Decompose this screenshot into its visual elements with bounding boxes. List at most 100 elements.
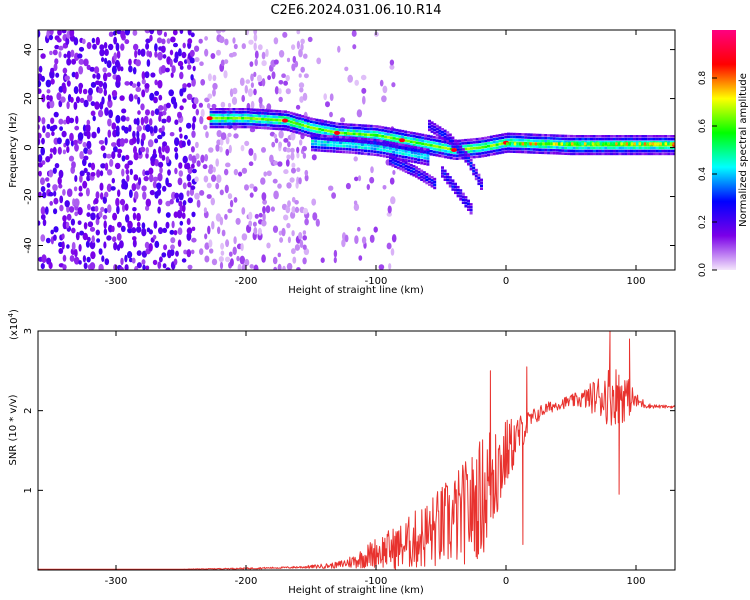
heat-cell-2378	[379, 139, 383, 143]
heat-cell-1955	[558, 149, 562, 152]
heat-cell-942	[283, 214, 289, 221]
heat-cell-997	[299, 239, 304, 248]
heat-cell-30	[40, 75, 46, 82]
heat-cell-2370	[376, 144, 380, 148]
heat-cell-968	[291, 230, 295, 237]
heat-cell-629	[178, 162, 183, 169]
heat-cell-2427	[407, 159, 411, 163]
heat-cell-736	[207, 225, 211, 235]
heat-cell-2519	[420, 172, 424, 176]
heat-cell-2126	[627, 140, 631, 144]
heat-cell-1692	[449, 145, 453, 148]
heat-cell-720	[198, 38, 203, 44]
heat-cell-1063	[357, 226, 361, 232]
heat-cell-2682	[511, 142, 514, 146]
heat-cell-275	[100, 206, 105, 213]
heat-cell-1442	[346, 123, 350, 126]
heat-cell-1773	[484, 151, 488, 154]
heat-cell-1587	[406, 136, 410, 140]
heat-cell-2577	[451, 145, 455, 148]
heat-cell-548	[157, 79, 163, 89]
heat-cell-1988	[570, 134, 573, 138]
heat-cell-1211	[252, 108, 256, 112]
heat-cell-769	[220, 242, 225, 250]
heat-cell-1648	[432, 147, 436, 151]
heat-cell-916	[272, 256, 278, 265]
heat-cell-960	[287, 141, 291, 148]
heat-cell-112	[62, 149, 66, 155]
heat-cell-1291	[286, 122, 290, 126]
heat-cell-1778	[484, 136, 488, 140]
heat-cell-1784	[487, 139, 490, 142]
heat-cell-206	[82, 158, 87, 167]
heat-cell-2664	[464, 196, 468, 199]
heat-cell-838	[244, 184, 249, 191]
heat-cell-1689	[449, 153, 453, 157]
heat-cell-1868	[521, 136, 525, 139]
heat-cell-1750	[472, 138, 476, 141]
heat-cell-1112	[212, 111, 216, 114]
heat-cell-2157	[641, 152, 645, 156]
heat-cell-2311	[345, 139, 349, 142]
heat-cell-2435	[410, 154, 414, 157]
heat-cell-726	[203, 175, 209, 183]
heat-cell-1732	[467, 150, 470, 153]
heat-cell-2441	[414, 154, 417, 158]
heat-cell-309	[106, 235, 112, 241]
heat-cell-2058	[598, 135, 602, 138]
heat-cell-2446	[417, 158, 421, 161]
heat-cell-1681	[447, 156, 450, 159]
heat-cell-1793	[492, 152, 496, 156]
heat-cell-1262	[275, 124, 279, 128]
heat-cell-2086	[610, 135, 613, 138]
heat-cell-2524	[422, 171, 426, 174]
heat-cell-2516	[417, 168, 421, 171]
colorbar-label: Normalized spectral amplitude	[738, 73, 749, 227]
heat-cell-608	[175, 197, 180, 203]
heat-cell-2224	[667, 140, 671, 144]
heat-cell-2615	[474, 171, 478, 175]
heat-cell-2445	[417, 161, 421, 164]
heat-cell-2449	[417, 149, 421, 153]
heat-cell-912	[271, 71, 276, 80]
heat-cell-2659	[461, 195, 465, 199]
heat-cell-796	[228, 251, 233, 257]
heat-cell-1644	[429, 138, 433, 141]
heat-cell-2566	[443, 135, 447, 139]
heat-cell-1439	[346, 132, 350, 135]
heat-cell-399	[124, 30, 131, 36]
heat-cell-2604	[467, 154, 470, 157]
heat-cell-340	[111, 65, 117, 75]
heat-cell-2044	[592, 135, 596, 138]
heat-cell-1744	[472, 155, 476, 159]
colorbar-tick-label-0: 0.0	[698, 263, 708, 278]
heat-cell-578	[165, 177, 169, 186]
heat-cell-1907	[538, 145, 542, 149]
heat-cell-711	[194, 45, 200, 52]
heat-cell-944	[283, 169, 289, 175]
heat-cell-604	[173, 258, 178, 266]
heat-cell-2620	[477, 173, 481, 177]
heat-cell-2368	[376, 150, 380, 154]
heat-cell-1658	[435, 139, 439, 142]
heat-cell-1121	[218, 125, 222, 129]
heat-cell-13	[38, 65, 43, 73]
heat-cell-1482	[364, 130, 367, 133]
heat-cell-2469	[389, 162, 392, 166]
heat-cell-1702	[455, 157, 459, 160]
heat-cell-1621	[421, 142, 425, 146]
heat-cell-2554	[435, 130, 439, 134]
heat-cell-2057	[598, 137, 602, 141]
heat-cell-203	[83, 222, 88, 230]
heat-cell-2385	[385, 155, 389, 159]
heat-cell-89	[59, 204, 64, 212]
heat-cell-2412	[398, 149, 402, 152]
heat-cell-1350	[309, 120, 313, 123]
heat-cell-2231	[670, 140, 674, 144]
heat-cell-92	[57, 176, 62, 185]
heat-cell-458	[141, 228, 147, 237]
heat-cell-1898	[535, 151, 539, 154]
heat-cell-2424	[404, 150, 408, 153]
heat-cell-1917	[541, 136, 545, 140]
heat-cell-618	[173, 42, 178, 48]
